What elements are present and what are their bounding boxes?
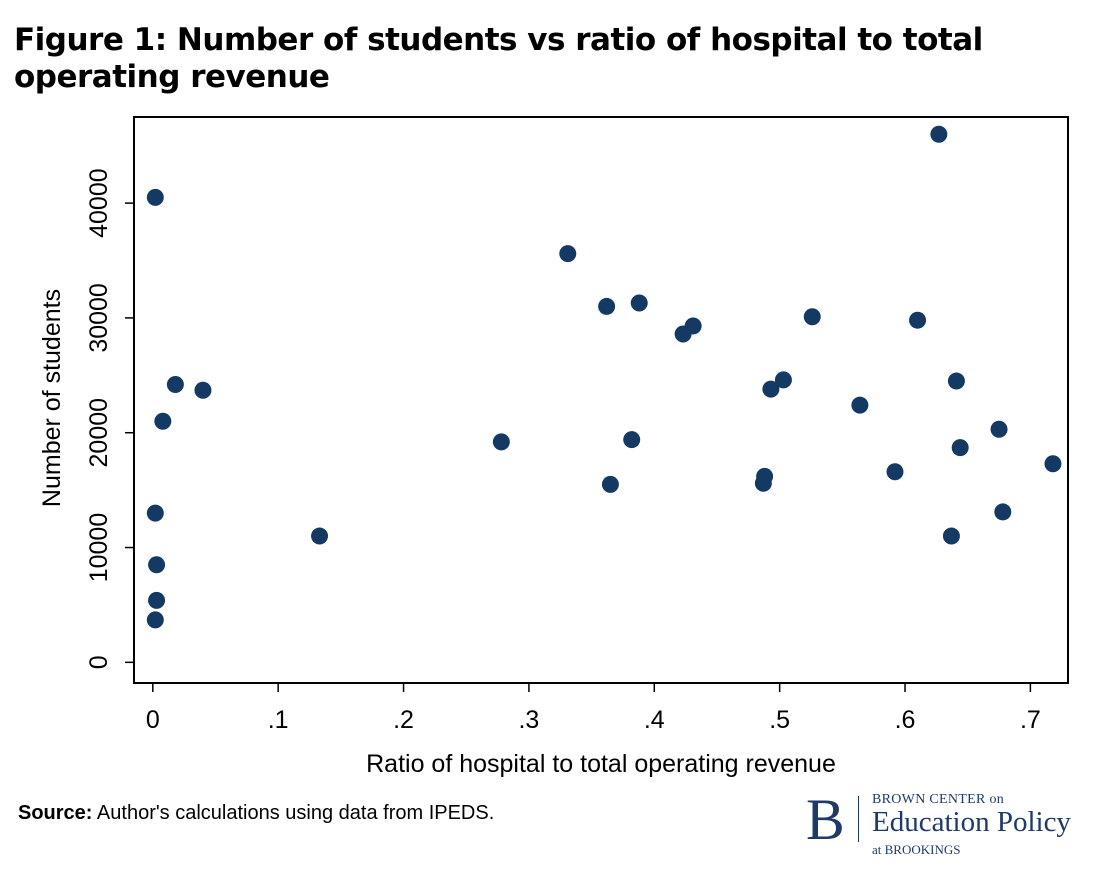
data-point [684, 317, 702, 335]
data-point [930, 125, 948, 143]
y-tick-label: 40000 [85, 168, 113, 238]
logo-line3: at BROOKINGS [872, 842, 961, 857]
data-point [146, 504, 164, 522]
data-point [990, 420, 1008, 438]
source-label: Source: [18, 802, 93, 824]
logo-mark: B [806, 787, 845, 852]
logo-divider [858, 796, 859, 842]
data-point [166, 376, 184, 394]
data-point [598, 297, 616, 315]
source-text: Author's calculations using data from IP… [96, 802, 495, 824]
data-point [774, 371, 792, 389]
y-tick-label: 0 [85, 655, 113, 669]
x-tick-label: .1 [268, 706, 289, 734]
x-tick-label: .4 [644, 706, 665, 734]
data-points [146, 125, 1062, 629]
y-tick-label: 30000 [85, 283, 113, 353]
data-point [601, 475, 619, 493]
data-point [146, 188, 164, 206]
x-axis-label: Ratio of hospital to total operating rev… [366, 750, 836, 778]
data-point [154, 412, 172, 430]
y-axis-label: Number of students [38, 289, 66, 507]
data-point [942, 527, 960, 545]
x-axis-ticks: 0 .1 .2 .3 .4 .5 .6 .7 [146, 683, 1041, 734]
data-point [947, 372, 965, 390]
x-tick-label: .3 [518, 706, 539, 734]
data-point [311, 527, 329, 545]
chart-title: Figure 1: Number of students vs ratio of… [14, 22, 983, 95]
data-point [762, 380, 780, 398]
data-point [623, 431, 641, 449]
x-tick-label: .2 [393, 706, 414, 734]
x-tick-label: 0 [146, 706, 160, 734]
data-point [148, 556, 166, 574]
data-point [1044, 455, 1062, 473]
data-point [994, 503, 1012, 521]
data-point [492, 433, 510, 451]
x-tick-label: .6 [895, 706, 916, 734]
data-point [148, 591, 166, 609]
data-point [803, 308, 821, 326]
brookings-logo: B BROWN CENTER on Education Policy at BR… [806, 787, 1086, 862]
x-tick-label: .5 [769, 706, 790, 734]
data-point [886, 463, 904, 481]
data-point [194, 381, 212, 399]
source-note: Source: Author's calculations using data… [18, 802, 494, 825]
logo-line2: Education Policy [872, 806, 1071, 838]
y-axis-ticks: 0 10000 20000 30000 40000 [85, 168, 134, 669]
axes [133, 116, 1069, 684]
plot-frame [133, 116, 1069, 684]
data-point [559, 245, 577, 263]
data-point [146, 611, 164, 629]
data-point [951, 439, 969, 457]
data-point [909, 311, 927, 329]
data-point [754, 474, 772, 492]
scatter-chart: 0 .1 .2 .3 .4 .5 .6 .7 0 10000 20000 30000 40000 Ra… [38, 116, 1069, 778]
data-point [630, 294, 648, 312]
logo-line1: BROWN CENTER on [872, 792, 1005, 807]
x-tick-label: .7 [1020, 706, 1041, 734]
y-tick-label: 10000 [85, 513, 113, 583]
y-tick-label: 20000 [85, 398, 113, 468]
data-point [851, 396, 869, 414]
